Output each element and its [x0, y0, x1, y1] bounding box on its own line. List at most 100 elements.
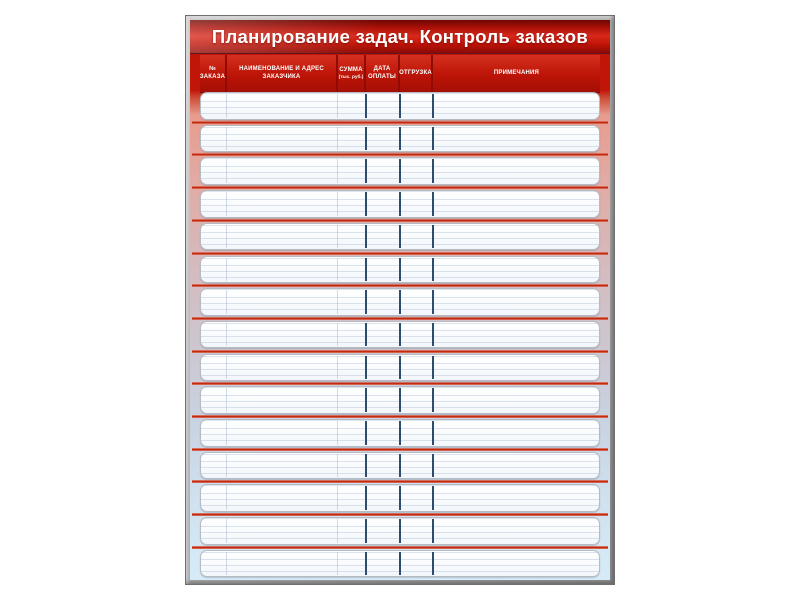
row-separator-line — [192, 480, 608, 484]
cell-notes — [432, 485, 601, 511]
column-divider-navy — [432, 519, 434, 543]
column-divider-faint — [337, 519, 338, 543]
cell-sum — [337, 322, 365, 348]
cell-shipment — [399, 158, 432, 184]
column-divider-faint — [226, 355, 227, 380]
column-divider-faint — [226, 519, 227, 543]
cell-sum — [337, 158, 365, 184]
cell-customer — [226, 289, 337, 315]
column-divider-navy — [432, 421, 434, 445]
column-divider-navy — [399, 551, 401, 576]
column-divider-faint — [337, 290, 338, 314]
column-divider-navy — [432, 94, 434, 118]
row-separator-line — [192, 316, 608, 320]
cell-shipment — [399, 485, 432, 511]
cell-sum — [337, 224, 365, 250]
cell-shipment — [399, 126, 432, 152]
column-divider-navy — [399, 388, 401, 412]
cell-sum — [337, 191, 365, 217]
column-divider-navy — [399, 453, 401, 478]
cell-customer — [226, 322, 337, 348]
cell-customer — [226, 257, 337, 283]
table-row — [200, 484, 600, 512]
column-divider-faint — [226, 290, 227, 314]
cell-notes — [432, 420, 601, 446]
cell-sum — [337, 453, 365, 479]
column-divider-faint — [226, 94, 227, 118]
cell-customer — [226, 355, 337, 381]
cell-customer — [226, 453, 337, 479]
column-divider-navy — [432, 126, 434, 151]
column-divider-navy — [399, 355, 401, 380]
header-sublabel: (тыс. руб.) — [338, 74, 364, 80]
cell-order-no — [201, 126, 226, 152]
cell-notes — [432, 224, 601, 250]
column-divider-navy — [432, 486, 434, 510]
cell-notes — [432, 93, 601, 119]
cell-payment-date — [365, 551, 399, 577]
column-divider-navy — [365, 322, 367, 347]
cell-notes — [432, 355, 601, 381]
column-divider-faint — [226, 159, 227, 183]
column-divider-faint — [337, 355, 338, 380]
column-divider-faint — [337, 94, 338, 118]
column-divider-navy — [432, 453, 434, 478]
cell-order-no — [201, 387, 226, 413]
cell-order-no — [201, 224, 226, 250]
cell-shipment — [399, 518, 432, 544]
cell-order-no — [201, 191, 226, 217]
column-divider-faint — [337, 486, 338, 510]
cell-sum — [337, 518, 365, 544]
board-title: Планирование задач. Контроль заказов — [211, 26, 589, 47]
row-separator-line — [192, 153, 608, 157]
cell-shipment — [399, 191, 432, 217]
table-row — [200, 157, 600, 185]
column-divider-faint — [337, 257, 338, 281]
cell-notes — [432, 387, 601, 413]
row-separator-line — [192, 545, 608, 549]
column-divider-faint — [337, 551, 338, 576]
header-cell-notes: ПРИМЕЧАНИЯ — [433, 55, 600, 92]
table-row — [200, 517, 600, 545]
cell-sum — [337, 126, 365, 152]
column-divider-faint — [226, 421, 227, 445]
cell-order-no — [201, 257, 226, 283]
cell-payment-date — [365, 485, 399, 511]
column-divider-faint — [226, 322, 227, 347]
row-separator-line — [192, 120, 608, 124]
cell-customer — [226, 158, 337, 184]
column-divider-faint — [337, 421, 338, 445]
cell-shipment — [399, 93, 432, 119]
table-row — [200, 549, 600, 578]
cell-sum — [337, 289, 365, 315]
column-divider-navy — [399, 486, 401, 510]
cell-shipment — [399, 322, 432, 348]
column-divider-faint — [337, 224, 338, 249]
cell-sum — [337, 420, 365, 446]
column-divider-faint — [226, 551, 227, 576]
row-separator-line — [192, 284, 608, 288]
column-divider-faint — [337, 388, 338, 412]
table-header-row: № ЗАКАЗА НАИМЕНОВАНИЕ И АДРЕС ЗАКАЗЧИКА … — [200, 55, 600, 93]
column-divider-faint — [226, 224, 227, 249]
header-cell-payment-date: ДАТА ОПЛАТЫ — [366, 55, 398, 92]
cell-notes — [432, 158, 601, 184]
cell-shipment — [399, 420, 432, 446]
board-face: Планирование задач. Контроль заказов № З… — [190, 20, 610, 580]
cell-notes — [432, 191, 601, 217]
cell-payment-date — [365, 420, 399, 446]
cell-sum — [337, 551, 365, 577]
cell-customer — [226, 126, 337, 152]
cell-shipment — [399, 257, 432, 283]
cell-order-no — [201, 518, 226, 544]
cell-order-no — [201, 485, 226, 511]
column-divider-navy — [399, 224, 401, 249]
cell-payment-date — [365, 126, 399, 152]
column-divider-navy — [365, 486, 367, 510]
cell-payment-date — [365, 158, 399, 184]
column-divider-navy — [432, 355, 434, 380]
column-divider-navy — [365, 94, 367, 118]
table-row — [200, 419, 600, 447]
column-divider-navy — [432, 192, 434, 216]
cell-sum — [337, 355, 365, 381]
